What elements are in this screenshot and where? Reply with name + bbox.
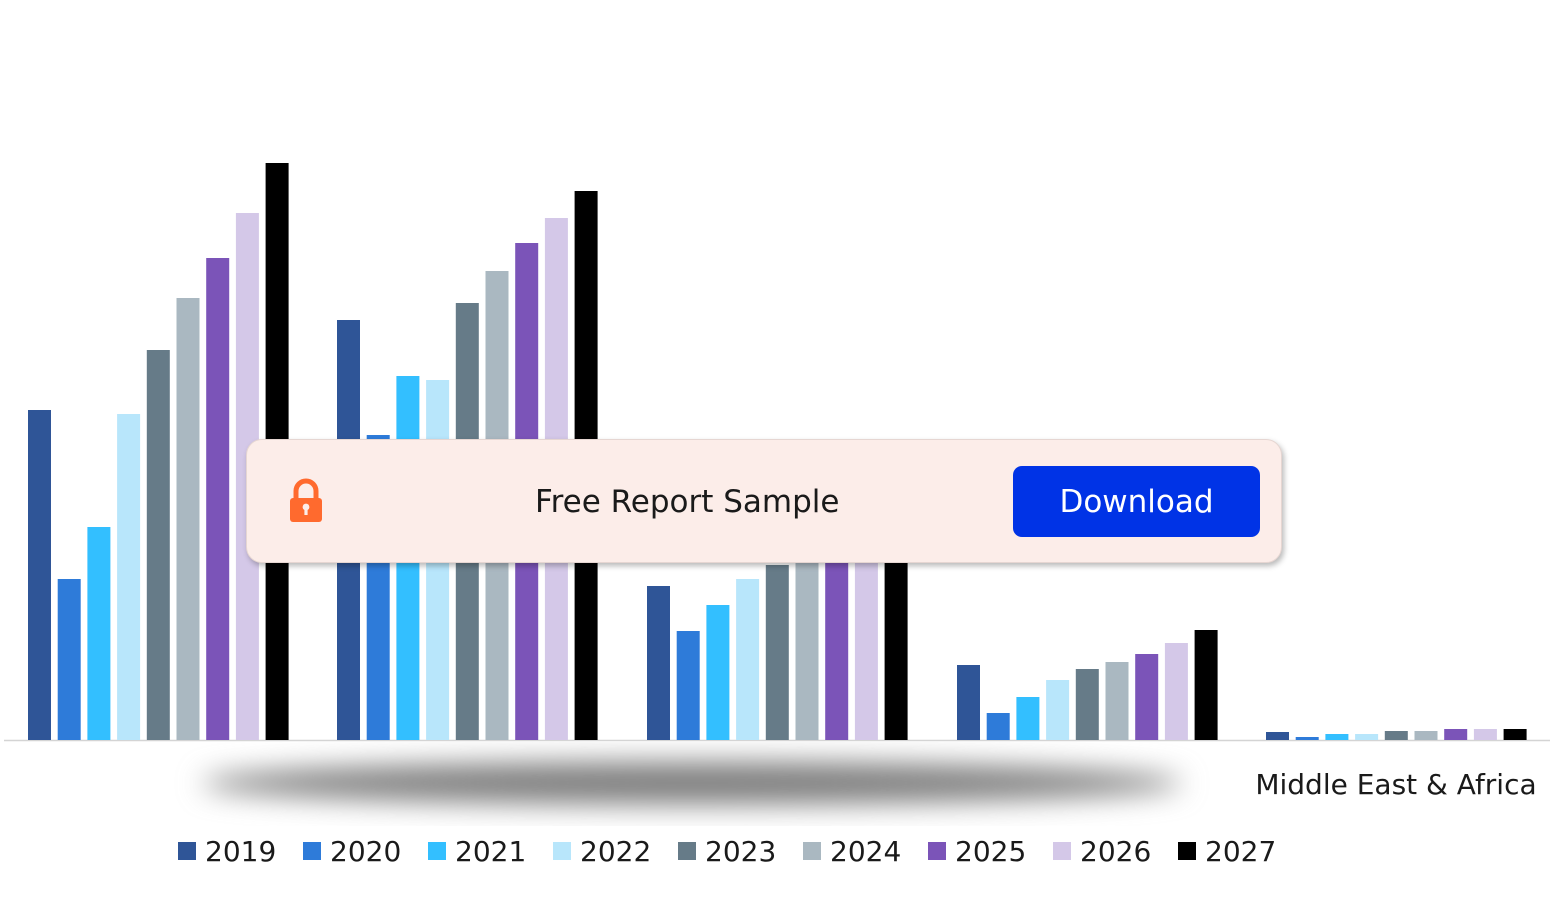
bar-2022-group-5 [1355, 734, 1379, 740]
bar-2023-group-1 [146, 350, 170, 740]
bar-2025-group-1 [206, 258, 230, 740]
bar-2022-group-4 [1046, 680, 1070, 740]
bar-2027-group-3 [884, 514, 908, 740]
legend-swatch-2020 [303, 842, 321, 860]
bar-2025-group-4 [1135, 654, 1159, 740]
legend-swatch-2025 [928, 842, 946, 860]
bar-2020-group-5 [1295, 737, 1319, 740]
bar-2026-group-3 [854, 524, 878, 740]
legend-swatch-2019 [178, 842, 196, 860]
bar-2024-group-4 [1105, 662, 1129, 740]
bar-2021-group-5 [1325, 734, 1349, 740]
legend-label-2025: 2025 [955, 835, 1026, 868]
chart-blur-shadow [92, 742, 1242, 826]
category-label: Middle East & Africa [1255, 768, 1536, 801]
bar-2024-group-3 [795, 546, 819, 740]
bar-2022-group-3 [736, 579, 760, 740]
lock-icon [290, 478, 322, 522]
bar-2023-group-4 [1075, 669, 1099, 740]
bar-2019-group-4 [957, 665, 980, 740]
legend-label-2020: 2020 [330, 835, 401, 868]
bar-2021-group-1 [87, 527, 111, 740]
legend-label-2027: 2027 [1205, 835, 1276, 868]
legend-swatch-2023 [678, 842, 696, 860]
bar-2026-group-4 [1164, 643, 1188, 740]
bar-2026-group-5 [1473, 729, 1497, 740]
legend-label-2026: 2026 [1080, 835, 1151, 868]
bar-2020-group-1 [57, 579, 81, 740]
bar-2020-group-4 [986, 713, 1010, 740]
bar-2021-group-4 [1016, 697, 1040, 740]
bar-2022-group-1 [117, 414, 141, 740]
bar-2019-group-3 [647, 586, 670, 740]
bar-2027-group-5 [1503, 729, 1527, 740]
legend-label-2021: 2021 [455, 835, 526, 868]
legend-swatch-2022 [553, 842, 571, 860]
legend-swatch-2024 [803, 842, 821, 860]
legend-swatch-2027 [1178, 842, 1196, 860]
bar-2020-group-3 [676, 631, 700, 740]
bar-2025-group-5 [1444, 729, 1468, 740]
legend-swatch-2026 [1053, 842, 1071, 860]
free-sample-banner: Free Report Sample Download [246, 439, 1282, 563]
bar-2024-group-5 [1414, 731, 1438, 740]
bar-2023-group-5 [1384, 731, 1408, 740]
bar-2027-group-4 [1194, 630, 1218, 740]
legend-label-2022: 2022 [580, 835, 651, 868]
bar-2019-group-1 [28, 410, 51, 740]
legend-label-2019: 2019 [205, 835, 276, 868]
free-report-sample-text: Free Report Sample [535, 484, 840, 520]
bar-2021-group-3 [706, 605, 730, 740]
bar-2025-group-3 [825, 533, 849, 740]
legend-swatch-2021 [428, 842, 446, 860]
download-button[interactable]: Download [1013, 466, 1260, 537]
bar-2019-group-5 [1266, 732, 1289, 740]
bar-2024-group-1 [176, 298, 200, 740]
bar-2023-group-3 [765, 565, 789, 740]
legend-label-2023: 2023 [705, 835, 776, 868]
legend-label-2024: 2024 [830, 835, 901, 868]
